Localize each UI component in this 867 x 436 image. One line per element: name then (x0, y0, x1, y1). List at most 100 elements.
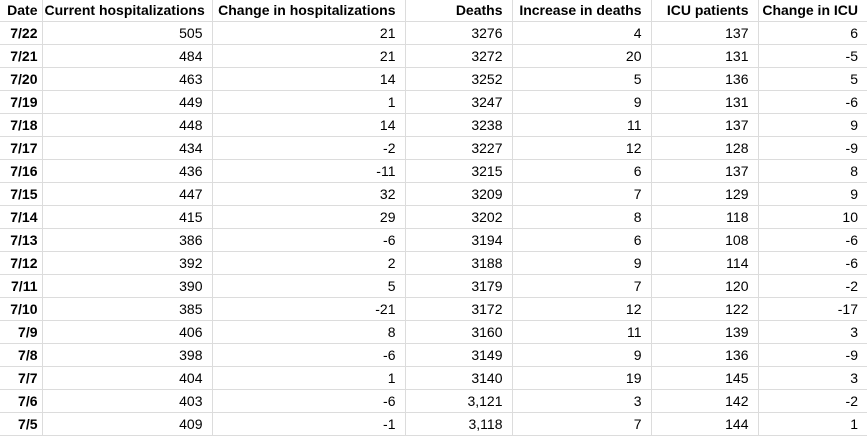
change-in-icu-cell[interactable]: -5 (758, 44, 867, 68)
change-in-icu-cell[interactable]: -6 (758, 228, 867, 252)
change-in-hospitalizations-cell[interactable]: -1 (212, 412, 406, 436)
deaths-cell[interactable]: 3227 (405, 136, 513, 160)
increase-in-deaths-cell[interactable]: 19 (512, 366, 652, 390)
column-header-date[interactable]: Date (0, 0, 43, 22)
change-in-icu-cell[interactable]: 3 (758, 320, 867, 344)
date-cell[interactable]: 7/8 (0, 343, 43, 367)
increase-in-deaths-cell[interactable]: 7 (512, 412, 652, 436)
change-in-hospitalizations-cell[interactable]: 1 (212, 366, 406, 390)
current-hospitalizations-cell[interactable]: 409 (42, 412, 213, 436)
change-in-icu-cell[interactable]: -2 (758, 389, 867, 413)
deaths-cell[interactable]: 3238 (405, 113, 513, 137)
change-in-icu-cell[interactable]: 9 (758, 182, 867, 206)
current-hospitalizations-cell[interactable]: 415 (42, 205, 213, 229)
icu-patients-cell[interactable]: 137 (651, 21, 759, 45)
date-cell[interactable]: 7/10 (0, 297, 43, 321)
change-in-hospitalizations-cell[interactable]: 21 (212, 44, 406, 68)
increase-in-deaths-cell[interactable]: 3 (512, 389, 652, 413)
current-hospitalizations-cell[interactable]: 484 (42, 44, 213, 68)
deaths-cell[interactable]: 3202 (405, 205, 513, 229)
date-cell[interactable]: 7/19 (0, 90, 43, 114)
change-in-hospitalizations-cell[interactable]: 21 (212, 21, 406, 45)
change-in-hospitalizations-cell[interactable]: 1 (212, 90, 406, 114)
change-in-hospitalizations-cell[interactable]: -11 (212, 159, 406, 183)
increase-in-deaths-cell[interactable]: 11 (512, 113, 652, 137)
date-cell[interactable]: 7/9 (0, 320, 43, 344)
icu-patients-cell[interactable]: 136 (651, 343, 759, 367)
change-in-icu-cell[interactable]: -2 (758, 274, 867, 298)
increase-in-deaths-cell[interactable]: 9 (512, 251, 652, 275)
change-in-hospitalizations-cell[interactable]: -6 (212, 389, 406, 413)
icu-patients-cell[interactable]: 114 (651, 251, 759, 275)
increase-in-deaths-cell[interactable]: 6 (512, 159, 652, 183)
date-cell[interactable]: 7/18 (0, 113, 43, 137)
change-in-icu-cell[interactable]: 3 (758, 366, 867, 390)
current-hospitalizations-cell[interactable]: 505 (42, 21, 213, 45)
increase-in-deaths-cell[interactable]: 7 (512, 182, 652, 206)
deaths-cell[interactable]: 3252 (405, 67, 513, 91)
change-in-icu-cell[interactable]: 1 (758, 412, 867, 436)
deaths-cell[interactable]: 3172 (405, 297, 513, 321)
column-header-change-in-icu[interactable]: Change in ICU (758, 0, 867, 22)
change-in-hospitalizations-cell[interactable]: -21 (212, 297, 406, 321)
date-cell[interactable]: 7/15 (0, 182, 43, 206)
deaths-cell[interactable]: 3140 (405, 366, 513, 390)
current-hospitalizations-cell[interactable]: 449 (42, 90, 213, 114)
column-header-icu-patients[interactable]: ICU patients (651, 0, 759, 22)
increase-in-deaths-cell[interactable]: 11 (512, 320, 652, 344)
current-hospitalizations-cell[interactable]: 398 (42, 343, 213, 367)
change-in-hospitalizations-cell[interactable]: 2 (212, 251, 406, 275)
deaths-cell[interactable]: 3276 (405, 21, 513, 45)
increase-in-deaths-cell[interactable]: 20 (512, 44, 652, 68)
icu-patients-cell[interactable]: 131 (651, 44, 759, 68)
current-hospitalizations-cell[interactable]: 406 (42, 320, 213, 344)
icu-patients-cell[interactable]: 136 (651, 67, 759, 91)
change-in-hospitalizations-cell[interactable]: -6 (212, 343, 406, 367)
deaths-cell[interactable]: 3,121 (405, 389, 513, 413)
icu-patients-cell[interactable]: 144 (651, 412, 759, 436)
change-in-icu-cell[interactable]: 5 (758, 67, 867, 91)
increase-in-deaths-cell[interactable]: 12 (512, 297, 652, 321)
increase-in-deaths-cell[interactable]: 12 (512, 136, 652, 160)
icu-patients-cell[interactable]: 137 (651, 113, 759, 137)
increase-in-deaths-cell[interactable]: 8 (512, 205, 652, 229)
current-hospitalizations-cell[interactable]: 392 (42, 251, 213, 275)
deaths-cell[interactable]: 3188 (405, 251, 513, 275)
icu-patients-cell[interactable]: 118 (651, 205, 759, 229)
deaths-cell[interactable]: 3149 (405, 343, 513, 367)
icu-patients-cell[interactable]: 142 (651, 389, 759, 413)
change-in-hospitalizations-cell[interactable]: 14 (212, 67, 406, 91)
change-in-icu-cell[interactable]: 9 (758, 113, 867, 137)
current-hospitalizations-cell[interactable]: 386 (42, 228, 213, 252)
current-hospitalizations-cell[interactable]: 447 (42, 182, 213, 206)
increase-in-deaths-cell[interactable]: 6 (512, 228, 652, 252)
change-in-icu-cell[interactable]: -9 (758, 343, 867, 367)
change-in-hospitalizations-cell[interactable]: 32 (212, 182, 406, 206)
increase-in-deaths-cell[interactable]: 5 (512, 67, 652, 91)
deaths-cell[interactable]: 3215 (405, 159, 513, 183)
change-in-hospitalizations-cell[interactable]: 14 (212, 113, 406, 137)
date-cell[interactable]: 7/22 (0, 21, 43, 45)
change-in-icu-cell[interactable]: -9 (758, 136, 867, 160)
change-in-hospitalizations-cell[interactable]: 29 (212, 205, 406, 229)
icu-patients-cell[interactable]: 128 (651, 136, 759, 160)
date-cell[interactable]: 7/6 (0, 389, 43, 413)
current-hospitalizations-cell[interactable]: 404 (42, 366, 213, 390)
change-in-icu-cell[interactable]: -17 (758, 297, 867, 321)
deaths-cell[interactable]: 3,118 (405, 412, 513, 436)
increase-in-deaths-cell[interactable]: 9 (512, 343, 652, 367)
change-in-icu-cell[interactable]: -6 (758, 251, 867, 275)
column-header-change-in-hospitalizations[interactable]: Change in hospitalizations (212, 0, 406, 22)
deaths-cell[interactable]: 3247 (405, 90, 513, 114)
increase-in-deaths-cell[interactable]: 4 (512, 21, 652, 45)
date-cell[interactable]: 7/14 (0, 205, 43, 229)
change-in-hospitalizations-cell[interactable]: -2 (212, 136, 406, 160)
deaths-cell[interactable]: 3160 (405, 320, 513, 344)
column-header-increase-in-deaths[interactable]: Increase in deaths (512, 0, 652, 22)
column-header-current-hospitalizations[interactable]: Current hospitalizations (42, 0, 213, 22)
change-in-icu-cell[interactable]: 6 (758, 21, 867, 45)
icu-patients-cell[interactable]: 139 (651, 320, 759, 344)
date-cell[interactable]: 7/13 (0, 228, 43, 252)
icu-patients-cell[interactable]: 120 (651, 274, 759, 298)
icu-patients-cell[interactable]: 137 (651, 159, 759, 183)
